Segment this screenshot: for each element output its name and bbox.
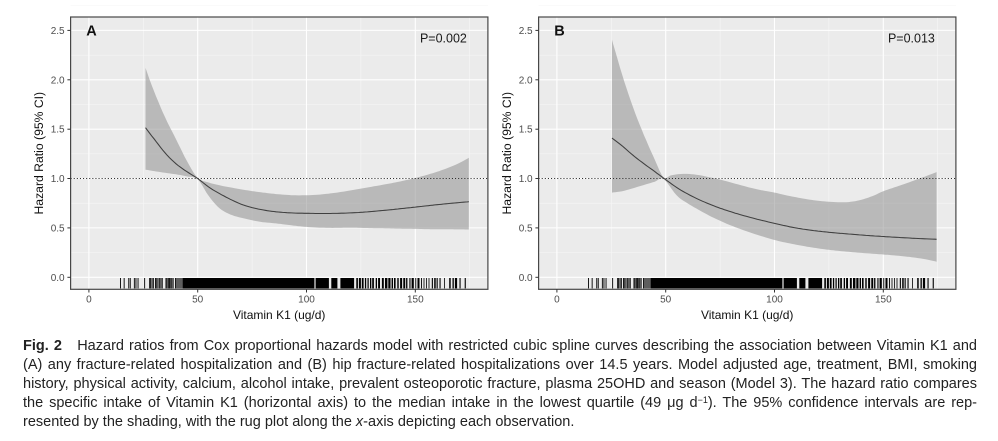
svg-text:50: 50 <box>660 295 672 306</box>
svg-text:2.5: 2.5 <box>51 26 65 37</box>
svg-text:1.0: 1.0 <box>519 174 533 185</box>
svg-text:P=0.002: P=0.002 <box>420 31 467 45</box>
svg-text:100: 100 <box>766 295 783 306</box>
svg-text:B: B <box>554 24 564 40</box>
svg-text:0.5: 0.5 <box>51 223 65 234</box>
svg-text:0: 0 <box>86 295 92 306</box>
svg-text:1.0: 1.0 <box>51 174 65 185</box>
svg-text:P=0.013: P=0.013 <box>888 31 935 45</box>
svg-text:Hazard Ratio (95% CI): Hazard Ratio (95% CI) <box>500 92 514 215</box>
svg-text:A: A <box>86 24 97 40</box>
svg-text:0.0: 0.0 <box>519 273 533 284</box>
svg-text:1.5: 1.5 <box>519 125 533 136</box>
svg-text:1.5: 1.5 <box>51 125 65 136</box>
svg-text:0: 0 <box>554 295 560 306</box>
svg-text:0.5: 0.5 <box>519 223 533 234</box>
svg-text:Vitamin K1 (ug/d): Vitamin K1 (ug/d) <box>701 308 794 322</box>
svg-text:100: 100 <box>298 295 315 306</box>
svg-text:150: 150 <box>875 295 892 306</box>
svg-text:0.0: 0.0 <box>51 273 65 284</box>
svg-text:2.5: 2.5 <box>519 26 533 37</box>
svg-text:50: 50 <box>192 295 204 306</box>
svg-text:Hazard Ratio (95% CI): Hazard Ratio (95% CI) <box>32 92 46 215</box>
svg-text:2.0: 2.0 <box>51 75 65 86</box>
svg-text:150: 150 <box>407 295 424 306</box>
svg-text:Vitamin K1 (ug/d): Vitamin K1 (ug/d) <box>233 308 326 322</box>
svg-text:2.0: 2.0 <box>519 75 533 86</box>
